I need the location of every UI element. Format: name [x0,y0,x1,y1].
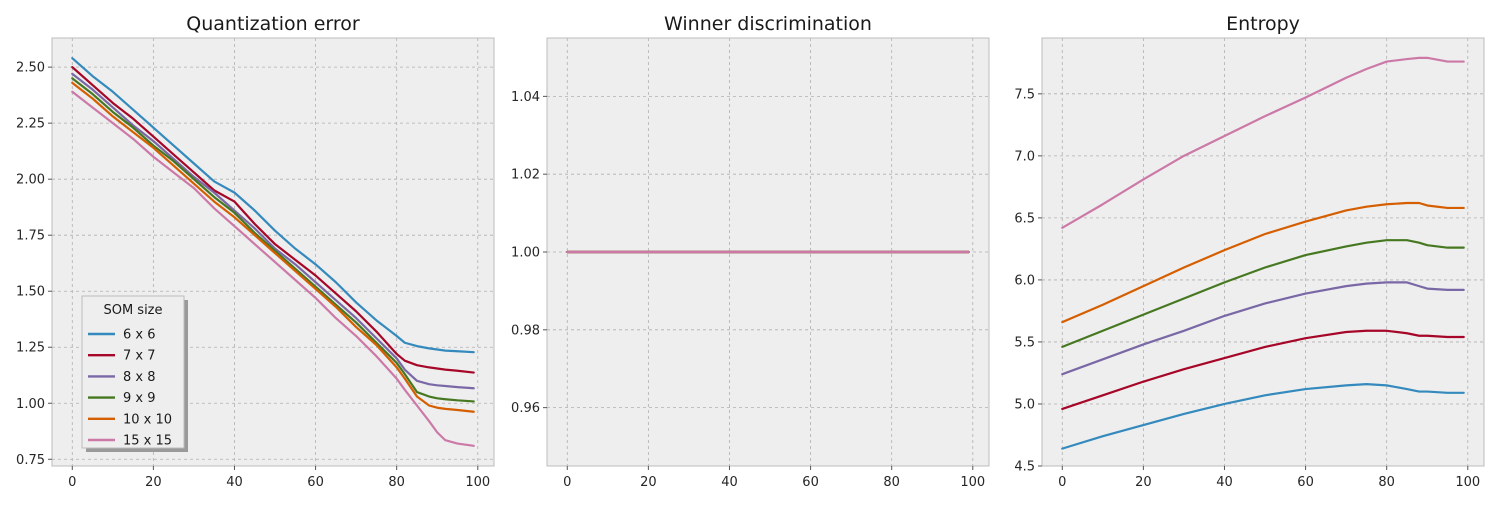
x-tick-label: 80 [388,475,405,490]
legend-label: 7 x 7 [123,349,156,364]
y-tick-label: 0.98 [511,323,540,338]
y-tick-label: 1.02 [511,168,540,183]
series-line-10x10 [71,81,475,413]
panel-1: 0 20 40 60 80 100 0.75 1.00 1.25 1.50 1.75 2.00 2.25… [16,13,495,490]
x-tick-label: 80 [1378,475,1395,490]
series-line-6x6 [1061,383,1465,450]
y-tick-label: 5.0 [1014,397,1035,412]
legend-label: 8 x 8 [123,370,156,385]
plot-frame [51,37,495,467]
x-tick-label: 60 [307,475,324,490]
y-tick-label: 7.0 [1014,149,1035,164]
legend-label: 10 x 10 [123,412,172,427]
y-tick-label: 7.5 [1014,87,1035,102]
x-tick-label: 0 [1058,475,1066,490]
series-group [1061,56,1465,450]
y-tick-label: 4.5 [1014,460,1035,475]
plot-area [1042,38,1484,466]
series-line-15x15 [1061,56,1465,229]
series-line-8x8 [71,72,475,390]
y-tick-label: 6.5 [1014,211,1035,226]
series-line-15x15 [71,90,475,447]
x-tick-label: 40 [1216,475,1233,490]
x-tick-label: 40 [721,475,738,490]
legend-box [81,295,185,449]
legend-label: 9 x 9 [123,391,156,406]
y-tick-label: 0.96 [511,401,540,416]
chart-title: Entropy [1226,13,1300,35]
x-tick-label: 100 [465,475,490,490]
x-tick-label: 60 [802,475,819,490]
legend: SOM size 6 x 6 7 x 7 8 x 8 9 x 9 10 x 10 15 x … [81,295,188,452]
plot-frame [1041,37,1485,467]
x-tick-label: 20 [640,475,657,490]
y-tick-label: 1.04 [511,90,540,105]
panel-2: 0 20 40 60 80 100 0.96 0.98 1.00 1.02 1.04 Winner d… [511,13,990,490]
y-tick-label: 5.5 [1014,335,1035,350]
series-line-10x10 [1061,201,1465,324]
y-tick-label: 2.50 [16,61,45,76]
y-tick-label: 6.0 [1014,273,1035,288]
x-tick-label: 40 [226,475,243,490]
y-tick-label: 0.75 [16,453,45,468]
series-line-7x7 [71,66,475,374]
x-tick-label: 0 [563,475,571,490]
x-tick-label: 20 [145,475,162,490]
y-tick-label: 1.00 [511,246,540,261]
series-line-8x8 [1061,281,1465,376]
chart-title: Winner discrimination [664,13,872,35]
x-tick-label: 20 [1135,475,1152,490]
y-tick-label: 1.50 [16,285,45,300]
y-tick-label: 1.75 [16,229,45,244]
series-line-9x9 [71,77,475,403]
legend-label: 15 x 15 [123,434,172,449]
x-tick-label: 60 [1297,475,1314,490]
x-tick-label: 100 [960,475,985,490]
legend-title: SOM size [103,303,162,318]
series-line-9x9 [1061,239,1465,348]
x-tick-label: 100 [1455,475,1480,490]
series-line-7x7 [1061,329,1465,411]
x-tick-label: 0 [68,475,76,490]
y-tick-label: 2.00 [16,173,45,188]
panel-3: 0 20 40 60 80 100 4.5 5.0 5.5 6.0 6.5 7.0 7.5 Entropy [1014,13,1485,490]
y-tick-label: 1.00 [16,397,45,412]
series-group [71,57,475,447]
series-line-6x6 [71,57,475,354]
chart-title: Quantization error [186,13,360,35]
x-tick-label: 80 [883,475,900,490]
y-tick-label: 2.25 [16,117,45,132]
y-tick-label: 1.25 [16,341,45,356]
legend-label: 6 x 6 [123,328,156,343]
